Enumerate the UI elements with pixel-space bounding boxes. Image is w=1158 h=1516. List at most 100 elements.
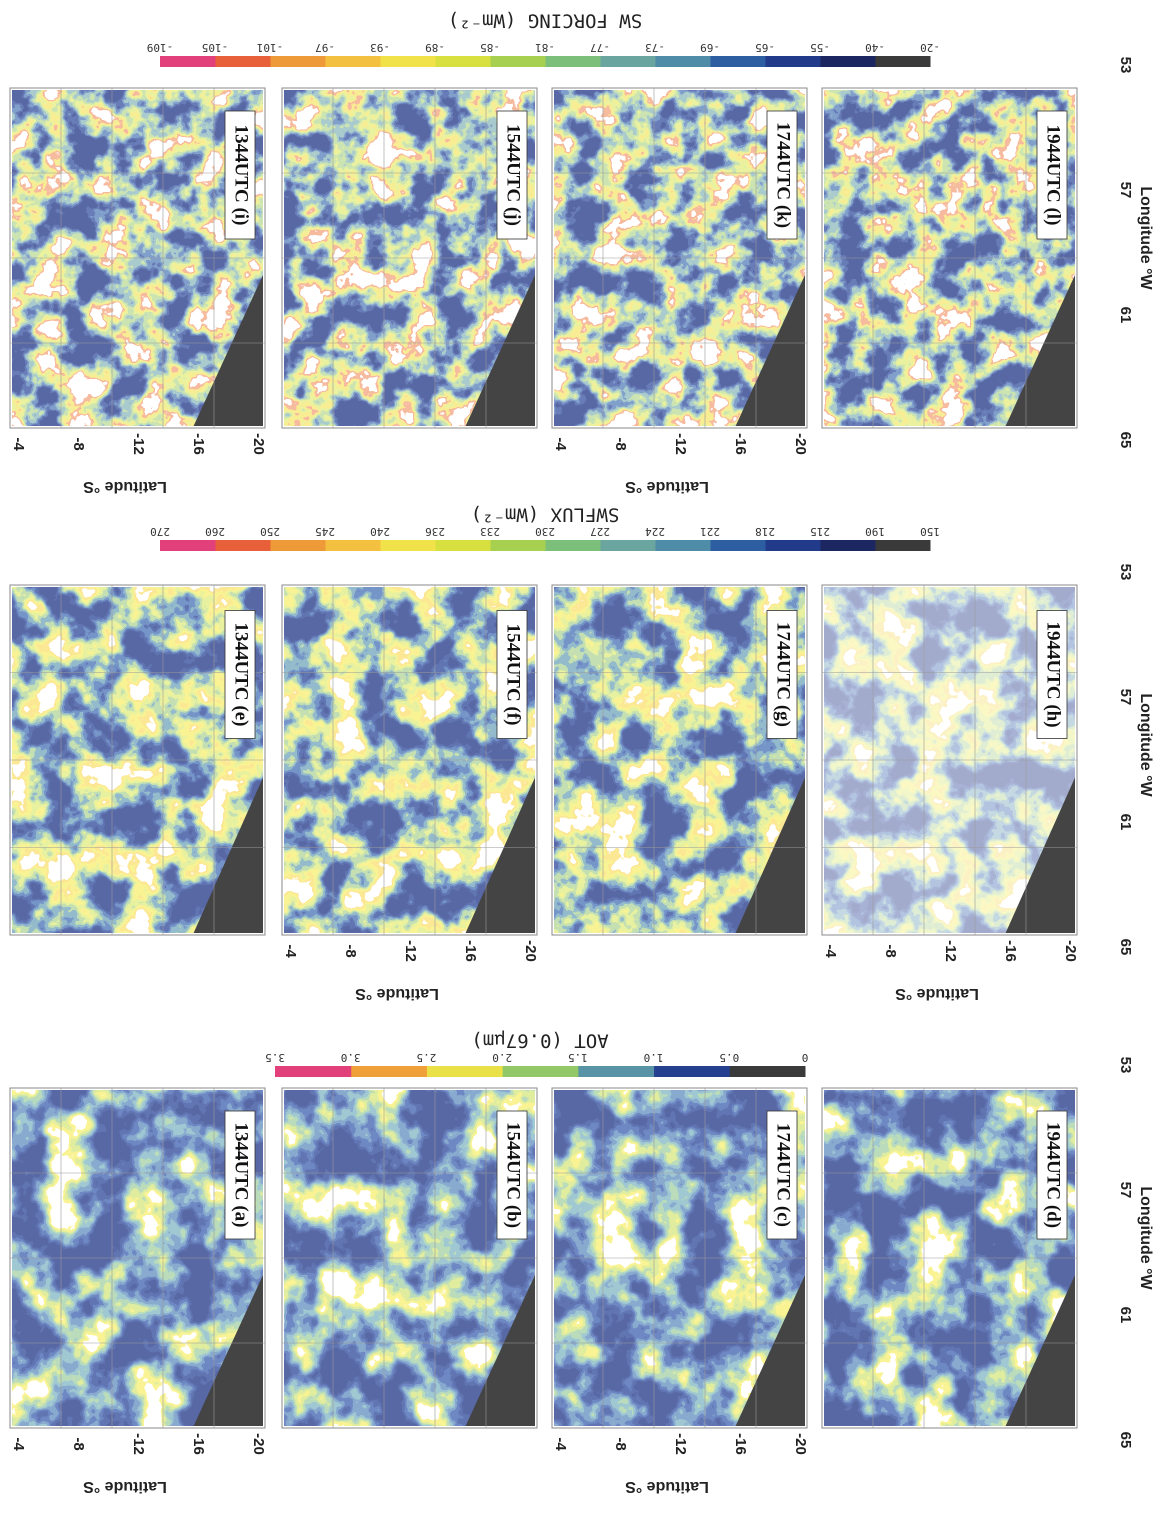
colorbar-tick-label: -81	[535, 41, 555, 54]
longitude-tick-label: 53	[1117, 564, 1134, 581]
longitude-tick-label: 57	[1117, 689, 1134, 706]
latitude-tick-label: -8	[612, 1437, 629, 1450]
colorbar-segment	[545, 540, 601, 551]
colorbar-tick-label: 221	[700, 525, 720, 538]
colorbar-segment	[350, 1066, 427, 1077]
colorbar-segment	[600, 56, 656, 67]
latitude-tick-label: -4	[10, 437, 27, 451]
latitude-tick-label: -12	[672, 1433, 689, 1455]
colorbar-segment	[380, 540, 436, 551]
latitude-label: Latitude °S	[355, 985, 439, 1002]
panel-label: 1344UTC (i)	[231, 125, 252, 226]
latitude-tick-label: -12	[942, 940, 959, 962]
latitude-tick-label: -16	[190, 1433, 207, 1455]
latitude-tick-label: -8	[612, 437, 629, 450]
colorbar-segment	[270, 56, 326, 67]
colorbar-tick-label: 230	[535, 525, 555, 538]
colorbar-segment	[380, 56, 436, 67]
panel-label: 1944UTC (h)	[1043, 621, 1064, 727]
colorbar-tick-label: -40	[865, 41, 885, 54]
colorbar-segment	[325, 540, 381, 551]
longitude-tick-label: 61	[1117, 307, 1134, 324]
longitude-tick-label: 53	[1117, 1057, 1134, 1074]
colorbar-segment	[653, 1066, 730, 1077]
colorbar-tick-label: 270	[150, 525, 170, 538]
masked-region	[193, 1275, 263, 1426]
panel-label: 1744UTC (c)	[773, 1123, 794, 1227]
latitude-tick-label: -20	[250, 433, 267, 455]
longitude-tick-label: 65	[1117, 1432, 1134, 1449]
panel-label-box	[766, 110, 798, 240]
latitude-label: Latitude °S	[625, 478, 709, 495]
colorbar-tick-label: -97	[315, 41, 335, 54]
colorbar-segment	[160, 56, 216, 67]
colorbar-title: AOT (0.67μm)	[471, 1030, 608, 1052]
latitude-tick-label: -12	[130, 433, 147, 455]
colorbar-segment	[490, 56, 546, 67]
colorbar-tick-label: 3.5	[265, 1051, 285, 1064]
colorbar-segment	[655, 56, 711, 67]
colorbar-segment	[710, 56, 766, 67]
colorbar-tick-label: 3.0	[341, 1051, 361, 1064]
masked-region	[1005, 777, 1075, 933]
colorbar-tick-label: -89	[425, 41, 445, 54]
colorbar-tick-label: -85	[480, 41, 500, 54]
colorbar-segment	[729, 1066, 806, 1077]
panel-label-box	[766, 1110, 798, 1240]
colorbar-segment	[160, 540, 216, 551]
panel-label: 1344UTC (e)	[231, 623, 252, 727]
longitude-tick-label: 65	[1117, 939, 1134, 956]
colorbar-segment	[435, 540, 491, 551]
colorbar-tick-label: -55	[810, 41, 830, 54]
latitude-tick-label: -12	[672, 433, 689, 455]
colorbar-tick-label: 260	[205, 525, 225, 538]
colorbar-segment	[545, 56, 601, 67]
colorbar-tick-label: 150	[920, 525, 940, 538]
colorbar-tick-label: -105	[202, 41, 229, 54]
longitude-label: Longitude °W	[1137, 1186, 1154, 1290]
latitude-tick-label: -8	[342, 944, 359, 957]
masked-region	[465, 777, 535, 933]
panel-label-box	[224, 110, 256, 240]
latitude-tick-label: -16	[190, 433, 207, 455]
colorbar-title: SWFLUX (Wm⁻²)	[471, 504, 620, 526]
latitude-tick-label: -12	[402, 940, 419, 962]
panel-label-box	[1036, 610, 1068, 739]
masked-region	[735, 777, 805, 933]
colorbar-segment	[325, 56, 381, 67]
colorbar-tick-label: 1.5	[568, 1051, 588, 1064]
masked-region	[1005, 275, 1075, 426]
latitude-tick-label: -8	[70, 1437, 87, 1450]
masked-region	[465, 1275, 535, 1426]
masked-region	[193, 777, 263, 933]
latitude-tick-label: -4	[822, 944, 839, 958]
colorbar-segment	[875, 56, 931, 67]
colorbar-segment	[765, 540, 821, 551]
latitude-tick-label: -8	[70, 437, 87, 450]
panel-label-box	[496, 610, 528, 739]
colorbar-tick-label: 240	[370, 525, 390, 538]
panel-label: 1544UTC (b)	[503, 1122, 524, 1228]
latitude-tick-label: -12	[130, 1433, 147, 1455]
colorbar-tick-label: 250	[260, 525, 280, 538]
colorbar-segment	[215, 540, 271, 551]
colorbar-segment	[710, 540, 766, 551]
colorbar-segment	[820, 56, 876, 67]
colorbar-tick-label: 224	[645, 525, 665, 538]
longitude-tick-label: 53	[1117, 57, 1134, 74]
latitude-label: Latitude °S	[83, 1478, 167, 1495]
panel-label-box	[1036, 1110, 1068, 1240]
colorbar-segment	[577, 1066, 655, 1077]
masked-region	[1005, 1275, 1075, 1426]
panel-label: 1544UTC (j)	[503, 124, 524, 226]
latitude-tick-label: -4	[10, 1437, 27, 1451]
colorbar-tick-label: 215	[810, 525, 830, 538]
colorbar-tick-label: -65	[755, 41, 775, 54]
colorbar-segment	[275, 1066, 352, 1077]
panel-label-box	[496, 110, 528, 240]
latitude-tick-label: -20	[1062, 940, 1079, 962]
colorbar-tick-label: 2.5	[416, 1051, 436, 1064]
colorbar-tick-label: 190	[865, 525, 885, 538]
